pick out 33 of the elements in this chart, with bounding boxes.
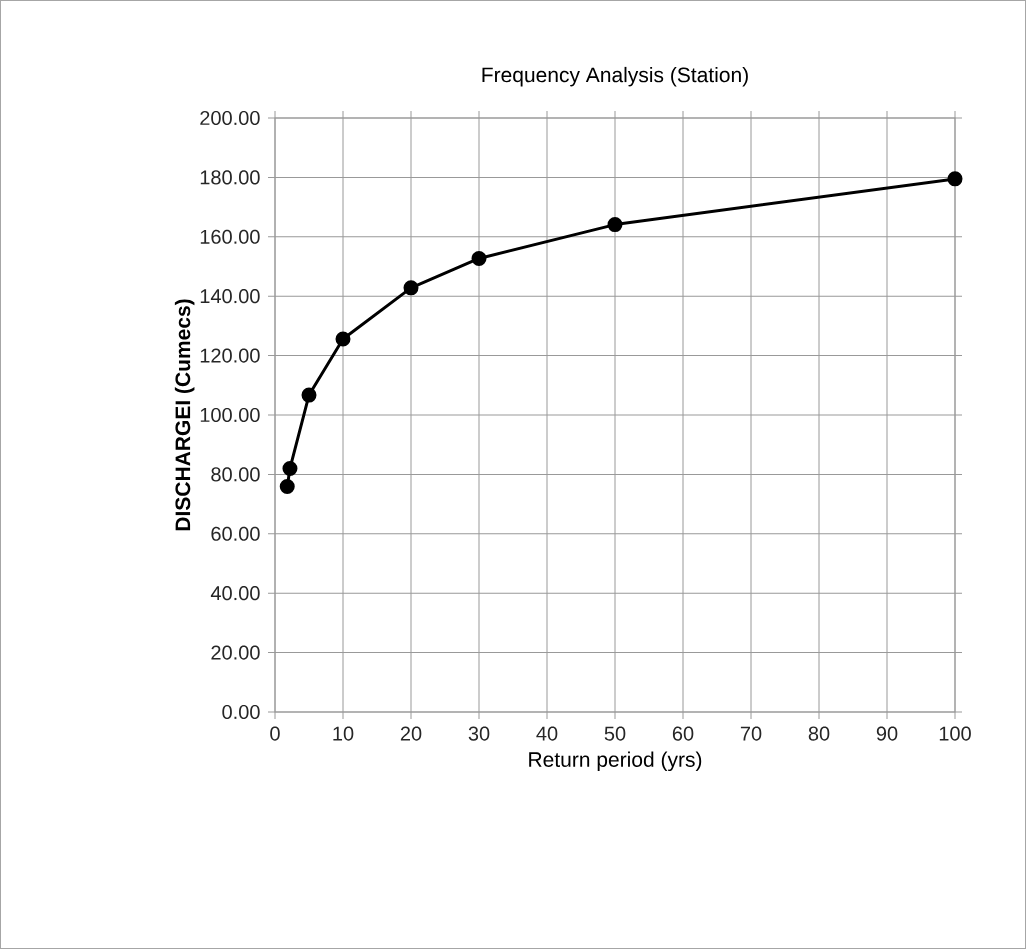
y-tick-label: 200.00 bbox=[200, 110, 260, 126]
x-tick-label: 20 bbox=[400, 726, 422, 741]
y-axis-title: DISCHARGEI (Cumecs) bbox=[174, 299, 195, 531]
y-tick-label: 40.00 bbox=[210, 586, 260, 601]
y-tick-label: 60.00 bbox=[211, 526, 260, 541]
x-tick-label: 80 bbox=[808, 726, 830, 741]
point bbox=[947, 171, 963, 187]
x-tick-label: 0 bbox=[270, 726, 280, 741]
point bbox=[607, 217, 623, 233]
y-tick-label: 160.00 bbox=[200, 229, 260, 244]
x-tick-label: 70 bbox=[740, 726, 762, 741]
y-tick-label: 80.00 bbox=[211, 467, 260, 482]
point bbox=[335, 331, 351, 347]
y-tick-label: 0.00 bbox=[222, 704, 260, 720]
point bbox=[279, 479, 295, 495]
y-tick-label: 120.00 bbox=[200, 348, 260, 363]
point bbox=[282, 460, 298, 476]
y-tick-label: 20.00 bbox=[211, 645, 260, 660]
x-tick-label: 90 bbox=[876, 726, 898, 741]
y-tick-label: 100.00 bbox=[200, 407, 260, 423]
x-tick-label: 60 bbox=[672, 726, 694, 741]
x-tick-label: 50 bbox=[604, 726, 626, 741]
x-tick-label: 30 bbox=[468, 726, 490, 741]
x-tick-label: 40 bbox=[536, 726, 558, 741]
x-tick-label: 100 bbox=[939, 726, 971, 741]
y-tick-label: 180.00 bbox=[200, 170, 260, 185]
y-tick-label: 140.00 bbox=[200, 289, 260, 304]
x-axis-title: Return period (yrs) bbox=[529, 751, 702, 772]
chart-title: Frequency Analysis (Station) bbox=[482, 66, 748, 87]
x-tick-label: 10 bbox=[333, 726, 354, 741]
point bbox=[471, 250, 487, 266]
point bbox=[403, 280, 419, 296]
point bbox=[301, 387, 317, 403]
